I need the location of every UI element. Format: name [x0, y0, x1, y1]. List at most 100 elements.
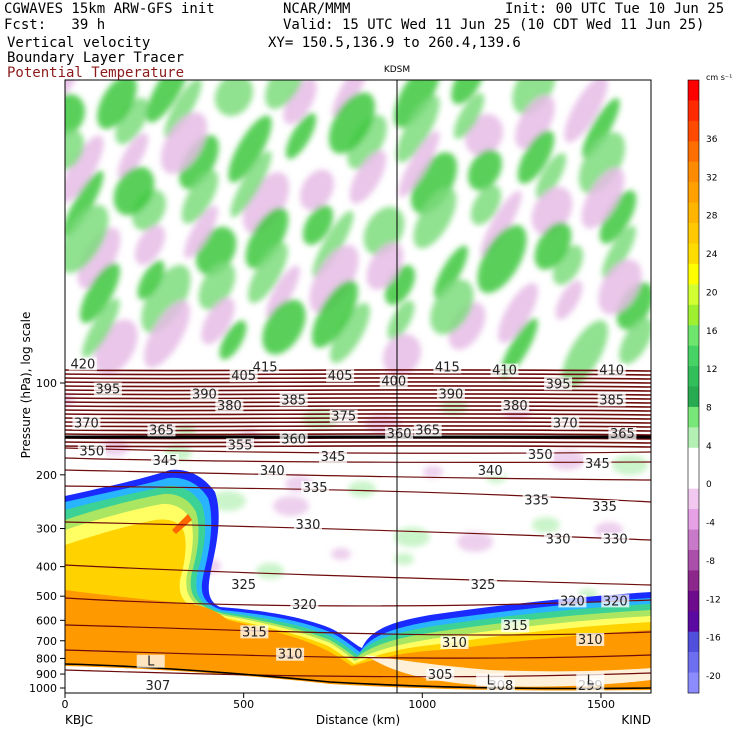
theta-label-bg: [436, 387, 465, 401]
vv-cell: [113, 166, 155, 216]
theta-label-bg: [558, 594, 587, 608]
theta-label: 330: [603, 533, 628, 548]
colorbar-label: -16: [706, 634, 721, 644]
theta-label: 365: [415, 423, 440, 438]
colorbar-cell: [688, 549, 699, 571]
theta-contour: [65, 421, 651, 424]
colorbar-cell: [688, 631, 699, 653]
theta-label-bg: [215, 399, 244, 413]
field-potential-temperature: Potential Temperature: [7, 65, 185, 81]
theta-label-bg: [551, 416, 580, 430]
colorbar-label: 12: [706, 365, 717, 375]
vv-cell: [328, 92, 376, 154]
valid-time: Valid: 15 UTC Wed 11 Jun 25 (10 CDT Wed …: [283, 17, 705, 33]
theta-label: 415: [435, 361, 460, 376]
theta-label: 307: [145, 679, 170, 694]
theta-label-bg: [147, 423, 176, 437]
theta-label: 400: [381, 375, 406, 390]
vv-cell: [331, 548, 351, 560]
y-tick-label: 800: [36, 652, 57, 665]
theta-label: 340: [260, 464, 285, 479]
x-tick-label: 1000: [408, 698, 436, 711]
vv-cell: [398, 130, 440, 198]
theta-label: 340: [478, 464, 503, 479]
theta-label: 370: [74, 417, 99, 432]
theta-label: 405: [328, 369, 353, 384]
vv-cell: [612, 455, 648, 475]
theta-contour: [65, 393, 651, 396]
theta-label-bg: [433, 360, 462, 374]
vv-cell: [283, 80, 317, 125]
theta-contour: [65, 373, 651, 376]
theta-label: 420: [70, 358, 95, 373]
theta-label-bg: [597, 363, 626, 377]
colorbar-cell: [688, 100, 699, 122]
theta-label: 360: [281, 432, 306, 447]
theta-label-bg: [329, 409, 358, 423]
colorbar-cell: [688, 406, 699, 428]
colorbar-cell: [688, 120, 699, 142]
theta-label-bg: [93, 382, 122, 396]
theta-label-bg: [190, 387, 219, 401]
theta-label-bg: [143, 678, 172, 692]
colorbar-cell: [688, 182, 699, 203]
vv-cell: [65, 394, 75, 406]
theta-label: L: [487, 674, 495, 689]
vv-cell: [115, 97, 149, 145]
vv-cell: [453, 93, 485, 139]
theta-label-bg: [576, 632, 605, 646]
theta-label-bg: [522, 493, 551, 507]
vv-cell: [65, 170, 104, 238]
theta-label-bg: [413, 423, 442, 437]
theta-label-bg: [608, 427, 637, 441]
colorbar-units: cm s⁻¹: [706, 73, 732, 82]
theta-label: 380: [503, 399, 528, 414]
vv-cell: [470, 185, 502, 225]
theta-label-bg: [290, 598, 319, 612]
vv-cell: [578, 132, 626, 194]
vv-cell: [396, 95, 440, 163]
theta-label: 375: [331, 410, 356, 425]
vv-cell: [394, 553, 414, 565]
theta-label: 335: [524, 494, 549, 509]
theta-label: 310: [442, 636, 467, 651]
theta-label: 365: [610, 427, 635, 442]
theta-label-bg: [229, 369, 258, 383]
colorbar-cell: [688, 590, 699, 612]
vv-cell: [82, 298, 120, 358]
theta-contour: [65, 445, 651, 448]
vv-cell: [77, 227, 121, 289]
y-tick-label: 200: [36, 469, 57, 482]
vv-cell: [198, 262, 236, 310]
theta-label: 320: [603, 594, 628, 609]
vv-cell: [598, 259, 642, 315]
vv-cell: [230, 150, 272, 218]
vv-cell: [394, 527, 430, 547]
theta-label-bg: [68, 357, 97, 371]
theta-label: 365: [149, 423, 174, 438]
vv-cell: [457, 532, 493, 552]
theta-label-bg: [590, 499, 619, 513]
forecast-hour: Fcst: 39 h: [4, 17, 106, 33]
theta-label-bg: [293, 517, 322, 531]
theta-label-bg: [151, 453, 180, 467]
plot-frame: [64, 79, 652, 694]
theta-label: 390: [438, 387, 463, 402]
vv-cell: [141, 264, 191, 334]
theta-label: 350: [528, 448, 553, 463]
vv-cell: [210, 491, 246, 511]
vv-cell: [248, 242, 288, 304]
y-tick-label: 600: [36, 614, 57, 627]
vv-cell: [137, 260, 165, 300]
theta-label-bg: [476, 463, 505, 477]
colorbar-cell: [688, 223, 699, 244]
theta-label-bg: [501, 619, 530, 633]
right-endpoint-label: KIND: [621, 713, 651, 727]
vv-cell: [451, 80, 485, 105]
vv-cell: [309, 244, 359, 314]
colorbar: 36 32 28 24 20 16 12 8 4 0 -4 -8 -12 -16 -20 cm s⁻¹: [687, 73, 732, 694]
model-title: CGWAVES 15km ARW-GFS init: [4, 1, 215, 17]
theta-label: 330: [296, 518, 321, 533]
